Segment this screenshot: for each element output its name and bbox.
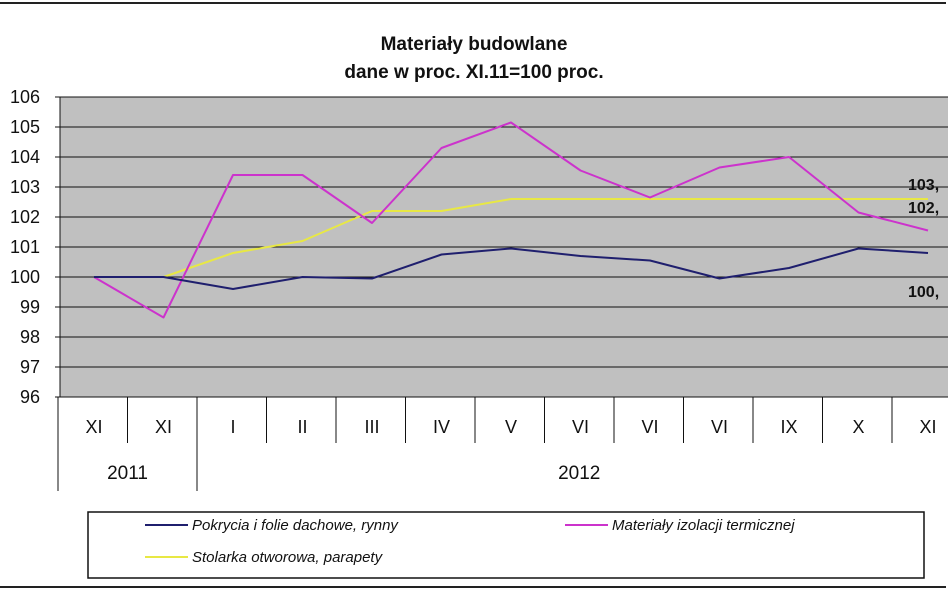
series-lines (93, 121, 929, 319)
y-tick-label: 98 (20, 327, 40, 347)
y-tick-label: 106 (10, 87, 40, 107)
series-end-label: 103, (908, 177, 939, 194)
year-label: 2011 (107, 463, 148, 484)
x-tick-label: VI (572, 417, 589, 437)
y-tick-label: 103 (10, 177, 40, 197)
legend-box (87, 511, 925, 579)
legend-label: Pokrycia i folie dachowe, rynny (192, 517, 399, 534)
x-tick-label: IV (433, 417, 450, 437)
series-end-label: 100, (908, 284, 939, 301)
x-tick-label: VI (641, 417, 658, 437)
x-tick-label: V (505, 417, 517, 437)
series-line (93, 121, 929, 319)
x-tick-label: XI (919, 417, 936, 437)
year-label: 2012 (558, 463, 600, 484)
end-labels: 100, 103, 102, (908, 177, 939, 301)
y-tick-label: 97 (20, 357, 40, 377)
x-tick-label: X (852, 417, 864, 437)
x-tick-label: VI (711, 417, 728, 437)
y-tick-label: 105 (10, 117, 40, 137)
x-tick-label: XI (85, 417, 102, 437)
legend-label: Stolarka otworowa, parapety (192, 549, 384, 566)
y-tick-label: 102 (10, 207, 40, 227)
legend: Pokrycia i folie dachowe, rynny Materiały… (87, 511, 925, 579)
y-axis: 106 105 104 103 102 101 100 99 98 97 96 (10, 87, 40, 407)
y-tick-label: 100 (10, 267, 40, 287)
x-tick-label: XI (155, 417, 172, 437)
x-tick-label: II (297, 417, 307, 437)
series-line (94, 247, 929, 290)
y-tick-label: 104 (10, 147, 40, 167)
y-tick-label: 96 (20, 387, 40, 407)
legend-label: Materiały izolacji termicznej (612, 517, 795, 534)
series-line (94, 198, 928, 278)
x-tick-label: III (364, 417, 379, 437)
chart-subtitle: dane w proc. XI.11=100 proc. (344, 62, 603, 83)
x-tick-label: IX (780, 417, 797, 437)
series-end-label: 102, (908, 200, 939, 217)
grid (55, 96, 948, 398)
y-tick-label: 99 (20, 297, 40, 317)
x-tick-label: I (230, 417, 235, 437)
chart-title: Materiały budowlane (381, 34, 568, 55)
y-tick-label: 101 (10, 237, 40, 257)
